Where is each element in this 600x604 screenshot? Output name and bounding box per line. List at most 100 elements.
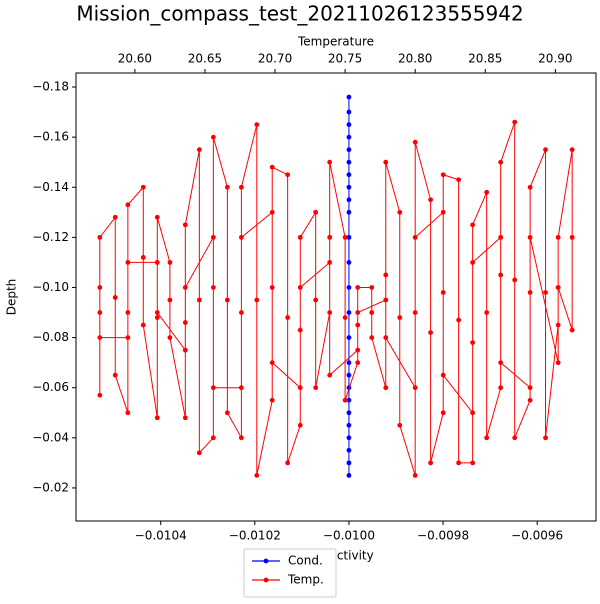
data-point — [327, 234, 333, 240]
data-point — [97, 285, 103, 290]
y-tick-label: −0.10 — [32, 280, 69, 294]
data-point — [97, 234, 103, 240]
y-tick-label: −0.12 — [32, 230, 69, 244]
data-point — [440, 372, 446, 378]
data-point — [397, 422, 403, 428]
data-point — [512, 119, 518, 125]
y-tick-label: −0.14 — [32, 180, 69, 194]
data-point — [196, 147, 202, 153]
data-point — [527, 184, 533, 190]
data-point — [569, 234, 575, 240]
legend-label: Temp. — [287, 573, 324, 587]
data-point — [555, 234, 561, 240]
data-point — [327, 310, 333, 315]
data-point — [140, 255, 146, 260]
data-point — [346, 109, 352, 115]
data-point — [412, 385, 418, 391]
data-point — [297, 285, 303, 290]
data-point — [269, 397, 275, 403]
data-point — [327, 159, 333, 165]
legend-marker — [263, 558, 269, 564]
data-point — [512, 277, 518, 283]
data-point — [527, 397, 533, 403]
data-point — [125, 202, 131, 208]
data-point — [112, 295, 118, 300]
data-point — [327, 260, 333, 265]
data-point — [285, 460, 291, 466]
data-point — [238, 310, 244, 315]
data-point — [297, 234, 303, 240]
data-point — [369, 335, 375, 340]
data-point — [154, 415, 160, 421]
legend: Cond. Temp. — [243, 548, 337, 598]
data-point — [346, 447, 352, 453]
data-point — [428, 460, 434, 466]
chart-title: Mission_compass_test_20211026123555942 — [76, 2, 523, 26]
data-point — [346, 460, 352, 466]
data-point — [355, 322, 361, 328]
data-point — [555, 322, 561, 328]
series — [97, 119, 575, 478]
x-tick-label: −0.0096 — [511, 529, 563, 543]
data-point — [154, 214, 160, 220]
series — [346, 94, 352, 478]
data-point — [254, 472, 260, 478]
data-point — [456, 317, 462, 323]
data-point — [470, 460, 476, 466]
data-point — [470, 260, 476, 265]
data-point — [269, 360, 275, 366]
data-point — [346, 360, 352, 366]
data-point — [269, 164, 275, 170]
data-point — [383, 385, 389, 391]
data-point — [182, 222, 188, 228]
data-point — [369, 310, 375, 315]
data-point — [498, 360, 504, 366]
legend-marker — [263, 577, 269, 583]
data-point — [313, 297, 319, 303]
data-point — [224, 184, 230, 190]
y-tick-label: −0.06 — [32, 380, 69, 394]
data-point — [355, 360, 361, 366]
data-point — [346, 209, 352, 215]
data-point — [97, 392, 103, 398]
data-point — [346, 234, 352, 240]
data-point — [182, 320, 188, 325]
data-point — [125, 410, 131, 416]
data-point — [297, 385, 303, 391]
data-point — [470, 340, 476, 346]
data-point — [182, 285, 188, 290]
data-point — [484, 189, 490, 195]
data-point — [125, 260, 131, 265]
data-point — [346, 122, 352, 128]
data-point — [269, 209, 275, 215]
x2-tick-label: 20.70 — [258, 52, 292, 66]
x-tick-label: −0.0104 — [135, 529, 187, 543]
data-point — [543, 147, 548, 153]
data-point — [210, 385, 216, 391]
data-point — [346, 310, 352, 315]
data-point — [140, 322, 146, 328]
data-point — [196, 297, 202, 303]
data-point — [313, 209, 319, 215]
data-point — [543, 290, 548, 295]
data-point — [154, 315, 160, 320]
data-point — [285, 315, 291, 320]
data-point — [285, 172, 291, 178]
data-point — [254, 297, 260, 303]
data-point — [383, 159, 389, 165]
data-point — [238, 435, 244, 441]
data-point — [125, 310, 131, 315]
data-point — [440, 410, 446, 416]
data-point — [440, 209, 446, 215]
data-point — [527, 234, 533, 240]
data-point — [346, 184, 352, 190]
x2-tick-label: 20.65 — [188, 52, 222, 66]
data-point — [369, 285, 375, 290]
data-point — [238, 234, 244, 240]
data-point — [346, 335, 352, 340]
data-point — [210, 435, 216, 441]
data-point — [484, 435, 490, 441]
data-point — [527, 385, 533, 391]
legend-label: Cond. — [288, 554, 323, 568]
